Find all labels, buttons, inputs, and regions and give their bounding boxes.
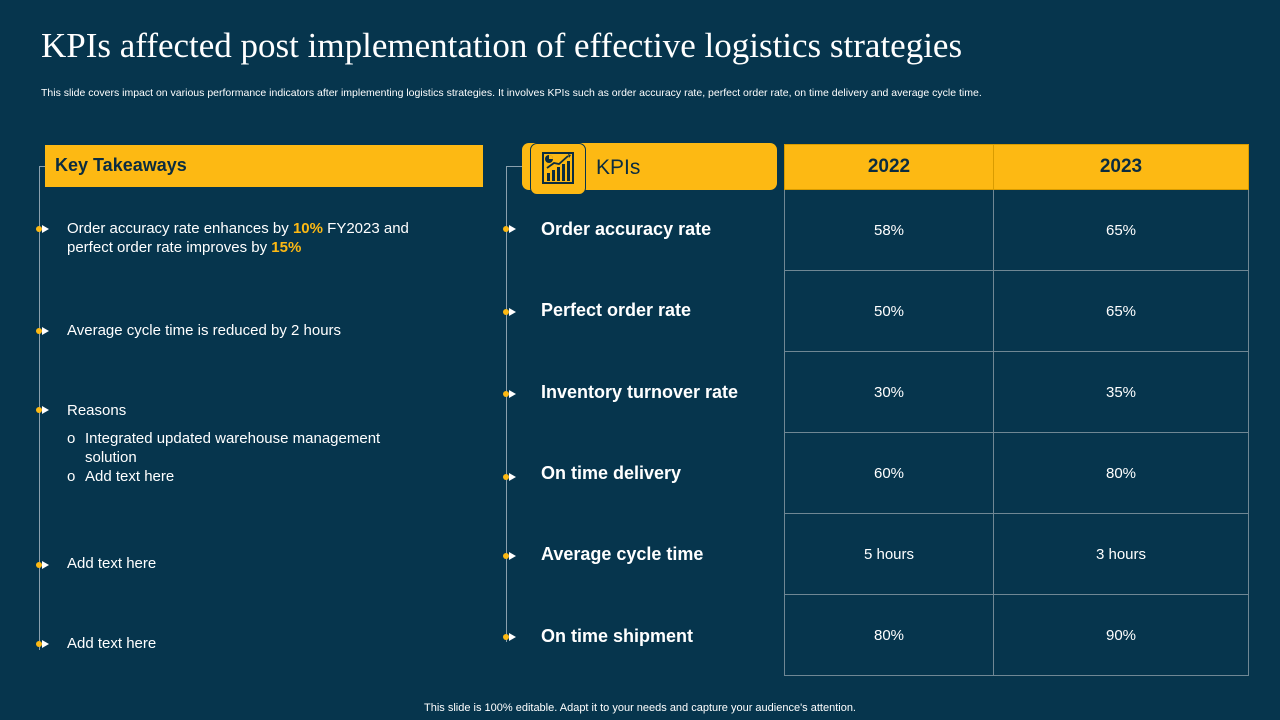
- reason-item-2: o Add text here: [67, 467, 174, 486]
- footer-note: This slide is 100% editable. Adapt it to…: [424, 702, 856, 714]
- takeaway-5: Add text here: [67, 635, 157, 652]
- table-row: 50% 65%: [784, 270, 1249, 352]
- page-title: KPIs affected post implementation of eff…: [41, 26, 963, 65]
- reason-2-text: Add text here: [85, 468, 175, 485]
- table-row: 5 hours 3 hours: [784, 513, 1249, 595]
- kpi-name-inventory-turnover-rate: Inventory turnover rate: [541, 382, 739, 402]
- table-cell-2023: 35%: [993, 351, 1249, 433]
- takeaway-1-text-a: Order accuracy rate enhances by: [67, 220, 293, 237]
- table-cell-2022: 50%: [784, 270, 994, 352]
- kpi-table-header-row: 2022 2023: [784, 144, 1249, 190]
- takeaway-2: Average cycle time is reduced by 2 hours: [67, 322, 342, 339]
- kpi-table: 2022 2023 58% 65% 50% 65% 30% 35% 60% 80…: [784, 144, 1249, 676]
- takeaway-1-text-b: FY2023 and: [322, 220, 409, 237]
- bullet-arrow-icon: [503, 552, 519, 560]
- table-cell-2022: 58%: [784, 189, 994, 271]
- bullet-arrow-icon: [36, 640, 52, 648]
- takeaway-4: Add text here: [67, 555, 157, 572]
- reason-bullet-icon: o: [67, 468, 76, 485]
- right-timeline-connector: [506, 166, 522, 167]
- kpi-icon-box: [530, 143, 586, 195]
- table-row: 30% 35%: [784, 351, 1249, 433]
- bullet-arrow-icon: [503, 473, 519, 481]
- column-header-2022: 2022: [784, 144, 994, 190]
- table-row: 60% 80%: [784, 432, 1249, 514]
- takeaway-1: Order accuracy rate enhances by 10% FY20…: [67, 219, 431, 257]
- table-row: 80% 90%: [784, 594, 1249, 676]
- reason-1-line-2: solution: [85, 449, 137, 466]
- page-subtitle: This slide covers impact on various perf…: [41, 87, 982, 99]
- kpi-name-order-accuracy-rate: Order accuracy rate: [541, 219, 712, 239]
- takeaway-3: Reasons: [67, 402, 127, 419]
- bullet-arrow-icon: [36, 327, 52, 335]
- bullet-arrow-icon: [503, 633, 519, 641]
- left-timeline-connector: [39, 166, 45, 167]
- table-cell-2022: 5 hours: [784, 513, 994, 595]
- kpi-name-perfect-order-rate: Perfect order rate: [541, 300, 692, 320]
- kpis-header-label: KPIs: [596, 156, 641, 179]
- table-cell-2023: 3 hours: [993, 513, 1249, 595]
- kpi-name-average-cycle-time: Average cycle time: [541, 544, 704, 564]
- table-cell-2022: 30%: [784, 351, 994, 433]
- table-cell-2023: 65%: [993, 189, 1249, 271]
- kpi-name-on-time-shipment: On time shipment: [541, 626, 694, 646]
- takeaway-1-highlight-a: 10%: [292, 220, 323, 237]
- reason-bullet-icon: o: [67, 430, 76, 447]
- table-cell-2023: 80%: [993, 432, 1249, 514]
- right-timeline-line: [506, 166, 507, 642]
- bullet-arrow-icon: [503, 225, 519, 233]
- table-cell-2023: 90%: [993, 594, 1249, 676]
- takeaway-1-highlight-b: 15%: [271, 239, 302, 256]
- bar-chart-growth-icon: [542, 152, 574, 184]
- table-row: 58% 65%: [784, 189, 1249, 271]
- kpi-name-on-time-delivery: On time delivery: [541, 463, 682, 483]
- table-cell-2023: 65%: [993, 270, 1249, 352]
- bullet-arrow-icon: [36, 406, 52, 414]
- bullet-arrow-icon: [36, 561, 52, 569]
- column-header-2023: 2023: [993, 144, 1249, 190]
- table-cell-2022: 80%: [784, 594, 994, 676]
- bullet-arrow-icon: [503, 390, 519, 398]
- table-cell-2022: 60%: [784, 432, 994, 514]
- key-takeaways-header: Key Takeaways: [45, 145, 483, 187]
- reason-1-line-1: Integrated updated warehouse management: [85, 430, 381, 447]
- takeaway-1-text-c: perfect order rate improves by: [67, 239, 272, 256]
- bullet-arrow-icon: [36, 225, 52, 233]
- bullet-arrow-icon: [503, 308, 519, 316]
- reason-item-1: o Integrated updated warehouse management…: [67, 429, 380, 467]
